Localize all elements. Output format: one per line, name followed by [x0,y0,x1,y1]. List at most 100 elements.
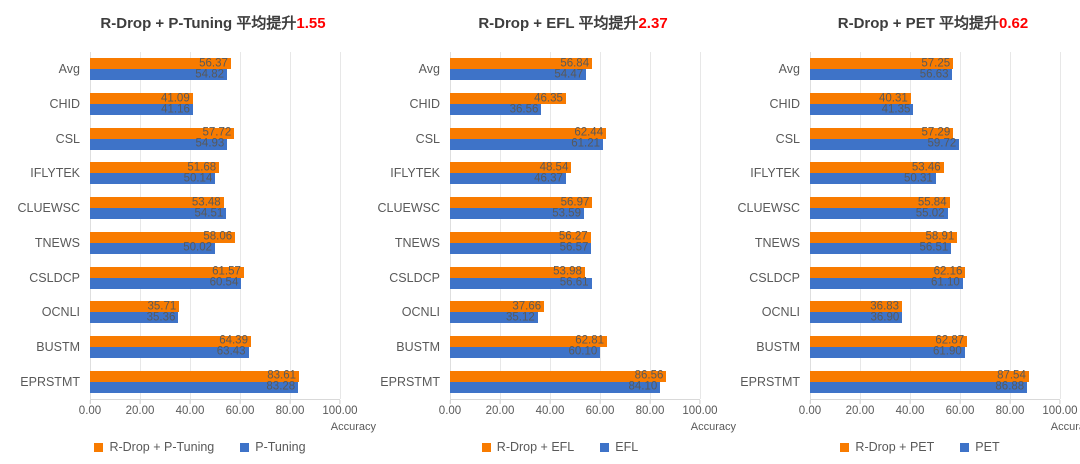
tick-label: 40.00 [175,405,205,417]
x-axis-title: Accuracy [330,421,376,433]
bar-r-drop-pet: 58.91 [810,231,958,243]
category-label: EPRSTMT [740,374,800,389]
bar-row: CSLDCP 62.16 61.10 [749,260,1060,295]
bar-r-drop-efl: 46.35 [450,91,566,105]
tick-mark [1059,400,1061,404]
tick-mark [599,400,601,404]
category-label: EPRSTMT [380,374,440,389]
bar-value-label: 50.02 [183,241,213,254]
tick-mark [909,400,911,404]
gridline [190,52,191,399]
legend-label: R-Drop + P-Tuning [109,440,215,454]
legend-label: EFL [615,440,639,454]
tick-label: 80.00 [275,405,305,417]
category-label: CSLDCP [389,270,440,285]
bar-row: EPRSTMT 87.54 86.88 [740,364,1060,399]
bar-r-drop-efl: 37.66 [450,301,545,313]
plot-area: Avg 56.84 54.47 CHID 46.35 36.56 CSL 62.44 61.21… [377,52,701,400]
tick-mark [1009,400,1011,404]
x-axis-tick: 100.00 [682,400,718,417]
legend-item: R-Drop + EFL [481,440,574,454]
chart-panel-pet: R-Drop + PET 平均提升0.62 Avg 57.25 56.63 CHID 4… [720,0,1080,464]
bar-row: TNEWS 56.27 56.57 [395,226,700,261]
bar-row: BUSTM 62.87 61.90 [756,330,1060,365]
bar-efl: 84.10 [450,381,661,393]
bar-value-label: 50.14 [183,172,213,185]
bar-row: CHID 46.35 36.56 [409,87,700,122]
x-axis-tick: 80.00 [636,400,664,417]
tick-label: 20.00 [125,405,155,417]
bar-value-label: 64.39 [219,334,248,347]
bar-value-label: 86.56 [634,369,664,382]
bar-value-label: 36.83 [870,300,900,313]
bar-efl: 46.37 [450,173,566,185]
chart-panel-p-tuning: R-Drop + P-Tuning 平均提升1.55 Avg 56.37 54.82… [0,0,376,464]
bar-value-label: 57.25 [921,57,951,70]
bar-value-label: 41.35 [881,102,911,115]
category-label: CSL [415,131,440,146]
legend-swatch-blue-icon [960,442,970,452]
bar-row: CSLDCP 61.57 60.54 [29,260,340,295]
gridline [240,52,241,399]
tick-label: 20.00 [845,405,875,417]
legend-swatch-blue-icon [240,442,250,452]
tick-mark [339,400,341,404]
gridline [1060,52,1061,399]
bar-r-drop-pet: 62.87 [810,335,968,347]
bar-r-drop-p-tuning: 64.39 [90,334,251,347]
bar-value-label: 46.35 [534,91,563,104]
bar-value-label: 57.29 [921,126,951,139]
bar-value-label: 61.90 [932,345,962,358]
legend-swatch-orange-icon [840,442,850,452]
tick-label: 60.00 [225,405,255,417]
bar-p-tuning: 63.43 [90,346,249,358]
legend-swatch-orange-icon [481,442,491,452]
x-axis-tick: 40.00 [536,400,564,417]
gridline [1010,52,1011,399]
bar-p-tuning: 60.54 [90,277,242,289]
category-label: CSL [775,131,800,146]
bar-pet: 56.51 [810,242,952,254]
bar-value-label: 36.90 [870,311,900,324]
bar-value-label: 54.51 [194,206,224,219]
bar-value-label: 61.10 [930,276,960,289]
gridline [910,52,911,399]
bar-value-label: 57.72 [202,126,232,139]
category-label: CHID [49,97,80,112]
bar-value-label: 41.16 [161,102,190,115]
bar-value-label: 48.54 [539,161,569,174]
bar-pet: 61.90 [810,345,965,358]
bar-value-label: 35.12 [506,311,535,324]
bar-efl: 61.21 [450,138,604,150]
x-axis-title: Accuracy [690,421,736,433]
bar-r-drop-efl: 62.44 [450,127,607,139]
bar-value-label: 56.63 [919,68,949,81]
legend-item: PET [960,440,1000,454]
bar-efl: 53.59 [450,207,584,220]
bar-value-label: 35.36 [146,311,176,324]
bar-pet: 50.31 [810,173,936,185]
bar-value-label: 53.98 [553,265,582,278]
bar-value-label: 54.47 [554,68,584,81]
tick-mark [859,400,861,404]
chart-panel-efl: R-Drop + EFL 平均提升2.37 Avg 56.84 54.47 CHID 4… [360,0,736,464]
bar-efl: 56.61 [450,277,592,289]
bar-row: CHID 41.09 41.16 [49,87,340,122]
bar-r-drop-efl: 62.81 [450,335,608,347]
tick-label: 0.00 [78,405,102,417]
legend-item: R-Drop + PET [840,440,934,454]
category-label: CLUEWSC [737,201,800,216]
bar-pet: 36.90 [810,311,903,324]
tick-mark [139,400,141,404]
bar-r-drop-pet: 40.31 [810,92,911,105]
gridline [960,52,961,399]
tick-mark [499,400,501,404]
gridline [600,52,601,399]
x-axis-tick: 20.00 [486,400,514,417]
category-label: CSL [55,131,80,146]
category-label: CHID [769,97,800,112]
bar-r-drop-pet: 36.83 [810,300,903,313]
bar-row: OCNLI 36.83 36.90 [762,295,1060,330]
bar-row: EPRSTMT 83.61 83.28 [20,364,340,399]
